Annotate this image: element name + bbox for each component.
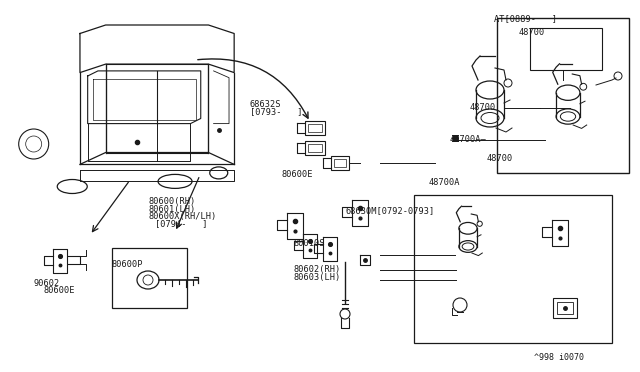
Text: 80010S: 80010S bbox=[293, 239, 324, 248]
Text: 80601(LH): 80601(LH) bbox=[148, 205, 196, 214]
Text: 80600E: 80600E bbox=[282, 170, 313, 179]
Bar bbox=[305, 141, 325, 155]
Text: ^998 i0070: ^998 i0070 bbox=[534, 353, 584, 362]
Bar bbox=[553, 298, 577, 318]
Text: [0793-   ]: [0793- ] bbox=[250, 107, 302, 116]
Bar bbox=[112, 248, 187, 308]
Bar bbox=[530, 28, 602, 70]
Bar bbox=[334, 159, 346, 167]
Text: 68632S: 68632S bbox=[250, 100, 281, 109]
Text: AT[0889-   ]: AT[0889- ] bbox=[494, 14, 557, 23]
Text: 48700: 48700 bbox=[470, 103, 496, 112]
Text: 68630M[0792-0793]: 68630M[0792-0793] bbox=[346, 206, 435, 215]
Text: 80602(RH): 80602(RH) bbox=[293, 265, 340, 274]
Text: 48700A: 48700A bbox=[429, 178, 460, 187]
Text: 80600P: 80600P bbox=[112, 260, 143, 269]
Text: 48700A–: 48700A– bbox=[450, 135, 487, 144]
Text: 48700: 48700 bbox=[518, 28, 545, 37]
Bar bbox=[497, 18, 629, 173]
Text: 80600(RH): 80600(RH) bbox=[148, 197, 196, 206]
Text: 80600X(RH/LH): 80600X(RH/LH) bbox=[148, 212, 217, 221]
Text: [0794-   ]: [0794- ] bbox=[155, 219, 207, 228]
Text: 48700: 48700 bbox=[486, 154, 513, 163]
Bar bbox=[414, 195, 612, 343]
Text: 90602: 90602 bbox=[33, 279, 60, 288]
Bar bbox=[308, 124, 322, 132]
Text: 80603(LH): 80603(LH) bbox=[293, 273, 340, 282]
Bar bbox=[331, 156, 349, 170]
Bar bbox=[308, 144, 322, 152]
Bar bbox=[305, 121, 325, 135]
Text: 80600E: 80600E bbox=[44, 286, 75, 295]
Bar bbox=[557, 302, 573, 314]
